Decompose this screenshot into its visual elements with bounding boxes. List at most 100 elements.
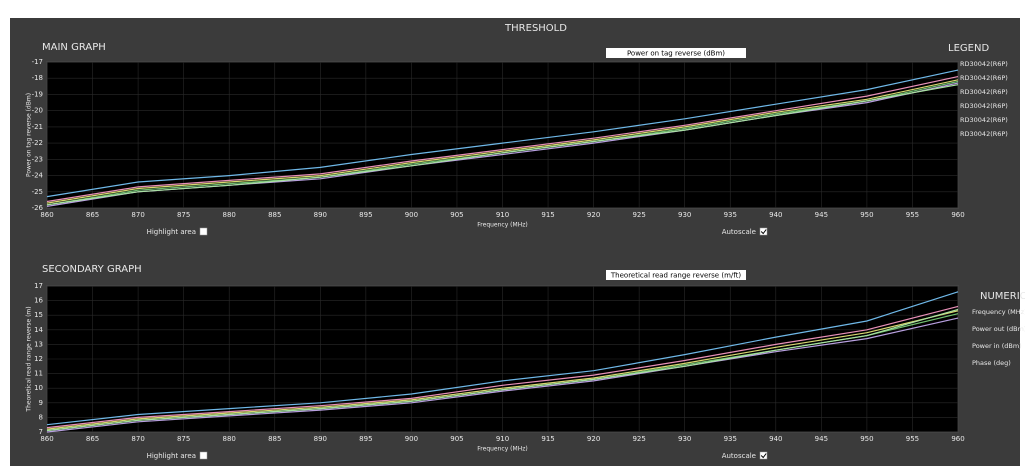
x-tick-label: 880 [223, 435, 236, 443]
series-line [46, 317, 959, 433]
numeric-entry: Power out (dBm) [972, 325, 1025, 333]
x-tick-label: 935 [724, 211, 737, 219]
x-tick-label: 900 [405, 211, 418, 219]
x-tick-label: 895 [359, 435, 372, 443]
legend-entry: RD30042(R6P) [960, 74, 1008, 82]
x-tick-label: 955 [906, 435, 919, 443]
legend-entry: RD30042(R6P) [960, 60, 1008, 68]
y-tick-label: 8 [39, 413, 43, 421]
y-tick-label: -17 [32, 58, 43, 66]
checkmark [760, 229, 767, 235]
legend-entry: RD30042(R6P) [960, 116, 1008, 124]
y-tick-label: -26 [32, 204, 44, 212]
checkbox[interactable] [759, 451, 768, 460]
numeric-entry: Power in (dBm) [972, 342, 1022, 350]
y-tick-label: -24 [32, 172, 44, 180]
y-tick-label: 13 [34, 340, 43, 348]
x-tick-label: 910 [496, 211, 509, 219]
y-tick-label: 10 [34, 384, 43, 392]
y-tick-label: -23 [32, 155, 43, 163]
series-line [46, 305, 959, 429]
legend-entry: RD30042(R6P) [960, 102, 1008, 110]
y-tick-label: 15 [34, 311, 43, 319]
x-tick-label: 900 [405, 435, 418, 443]
control-label: Autoscale [722, 228, 756, 236]
series-line [46, 291, 959, 426]
panel-label: MAIN GRAPH [42, 42, 106, 53]
x-tick-label: 885 [268, 435, 281, 443]
y-tick-label: 11 [34, 370, 43, 378]
x-tick-label: 915 [541, 435, 554, 443]
plot-title-box [606, 48, 746, 58]
x-tick-label: 875 [177, 211, 190, 219]
y-tick-label: 17 [34, 282, 43, 290]
y-tick-label: -21 [32, 123, 43, 131]
x-tick-label: 955 [906, 211, 919, 219]
checkbox[interactable] [759, 227, 768, 236]
y-tick-label: -19 [32, 90, 43, 98]
numeric-entry: Frequency (MHz) [972, 308, 1025, 316]
legend-entry: RD30042(R6P) [960, 88, 1008, 96]
panel-label: SECONDARY GRAPH [42, 264, 142, 275]
numeric-title: NUMERIC [980, 291, 1025, 302]
x-tick-label: 870 [131, 211, 144, 219]
x-tick-label: 945 [815, 211, 828, 219]
control-label: Highlight area [147, 228, 196, 236]
series-line [46, 308, 959, 432]
legend-title: LEGEND [948, 43, 989, 54]
x-tick-label: 890 [314, 211, 327, 219]
control-label: Highlight area [147, 452, 196, 460]
x-tick-label: 860 [40, 435, 53, 443]
numeric-entry: Phase (deg) [972, 359, 1011, 367]
x-tick-label: 925 [632, 211, 645, 219]
x-tick-label: 930 [678, 211, 691, 219]
y-tick-label: -25 [32, 188, 43, 196]
x-tick-label: 885 [268, 211, 281, 219]
x-tick-label: 880 [223, 211, 236, 219]
x-tick-label: 870 [131, 435, 144, 443]
x-tick-label: 865 [86, 211, 99, 219]
x-tick-label: 930 [678, 435, 691, 443]
y-tick-label: -20 [32, 107, 43, 115]
window-title: THRESHOLD [504, 23, 567, 34]
y-tick-label: 16 [34, 297, 43, 305]
x-tick-label: 895 [359, 211, 372, 219]
x-tick-label: 910 [496, 435, 509, 443]
control-label: Autoscale [722, 452, 756, 460]
x-tick-label: 925 [632, 435, 645, 443]
checkbox[interactable] [199, 451, 208, 460]
plot-title: Power on tag reverse (dBm) [627, 50, 725, 58]
x-tick-label: 905 [450, 435, 463, 443]
x-tick-label: 865 [86, 435, 99, 443]
x-tick-label: 920 [587, 211, 600, 219]
legend-entry: RD30042(R6P) [960, 130, 1008, 138]
y-tick-label: 9 [39, 399, 43, 407]
y-axis-label: Power on tag reverse (dBm) [26, 93, 33, 177]
x-tick-label: 915 [541, 211, 554, 219]
x-tick-label: 905 [450, 211, 463, 219]
x-tick-label: 940 [769, 211, 782, 219]
y-tick-label: -18 [32, 74, 43, 82]
y-axis-label: Theoretical read range reverse (m) [26, 306, 33, 412]
x-tick-label: 950 [860, 435, 873, 443]
x-axis-label: Frequency (MHz) [477, 222, 527, 229]
series-line [46, 76, 959, 203]
checkbox[interactable] [199, 227, 208, 236]
y-tick-label: 7 [39, 428, 43, 436]
x-tick-label: 950 [860, 211, 873, 219]
x-axis-label: Frequency (MHz) [477, 446, 527, 453]
x-tick-label: 875 [177, 435, 190, 443]
series-line [46, 79, 959, 204]
x-tick-label: 860 [40, 211, 53, 219]
x-tick-label: 960 [951, 435, 964, 443]
plot-title: Theoretical read range reverse (m/ft) [610, 272, 741, 280]
x-tick-label: 945 [815, 435, 828, 443]
x-tick-label: 935 [724, 435, 737, 443]
x-tick-label: 940 [769, 435, 782, 443]
y-tick-label: 12 [34, 355, 43, 363]
x-tick-label: 960 [951, 211, 964, 219]
checkmark [760, 453, 767, 459]
x-tick-label: 920 [587, 435, 600, 443]
